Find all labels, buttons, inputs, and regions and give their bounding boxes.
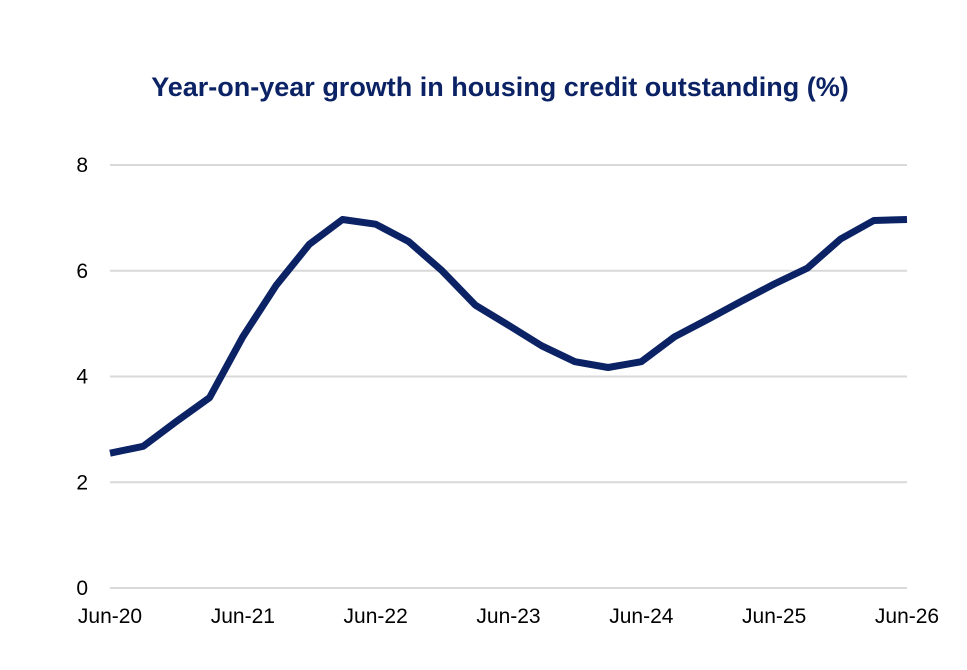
y-tick-label: 8 xyxy=(76,154,88,177)
series-layer xyxy=(109,216,908,457)
x-tick-label: Jun-22 xyxy=(344,605,408,628)
x-tick-label: Jun-23 xyxy=(476,605,540,628)
x-tick-label: Jun-20 xyxy=(78,605,142,628)
y-axis-tick-labels: 0 2 4 6 8 xyxy=(76,154,88,600)
y-tick-label: 6 xyxy=(76,260,88,283)
gridlines xyxy=(110,164,907,589)
x-tick-label: Jun-24 xyxy=(609,605,674,628)
y-tick-label: 0 xyxy=(76,577,88,600)
x-axis-tick-labels: Jun-20 Jun-21 Jun-22 Jun-23 Jun-24 Jun-25 Jun-… xyxy=(78,605,939,628)
chart-title: Year-on-year growth in housing credit ou… xyxy=(151,72,849,102)
series-line xyxy=(109,216,908,457)
x-tick-label: Jun-26 xyxy=(875,605,939,628)
y-tick-label: 4 xyxy=(76,366,88,389)
y-tick-label: 2 xyxy=(76,471,88,494)
x-tick-label: Jun-21 xyxy=(211,605,275,628)
x-tick-label: Jun-25 xyxy=(742,605,806,628)
